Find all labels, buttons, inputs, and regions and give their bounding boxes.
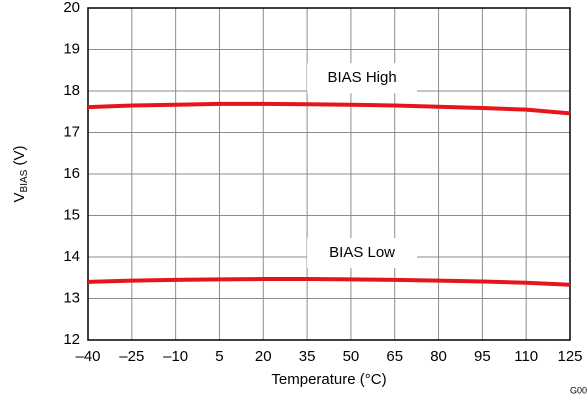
plot-frame — [87, 7, 571, 341]
x-tick-label: 65 — [386, 348, 403, 365]
y-tick-label: 15 — [63, 206, 80, 223]
y-label-sub: BIAS — [19, 169, 30, 192]
y-axis-label: VBIAS (V) — [11, 146, 30, 203]
x-tick-label: 95 — [474, 348, 491, 365]
x-tick-label: –10 — [163, 348, 188, 365]
figure-id: G00 — [570, 385, 587, 394]
data-line — [87, 101, 571, 116]
series-label: BIAS Low — [329, 244, 395, 261]
series-label: BIAS High — [327, 69, 396, 86]
y-tick-label: 18 — [63, 82, 80, 99]
series-label-box — [307, 63, 418, 94]
y-tick-label: 13 — [63, 289, 80, 306]
y-tick-label: 19 — [63, 40, 80, 57]
x-tick-label: 35 — [299, 348, 316, 365]
y-tick-label: 20 — [63, 0, 80, 16]
x-axis-label: Temperature (°C) — [271, 371, 386, 388]
y-label-unit: (V) — [11, 146, 28, 170]
data-line — [87, 276, 571, 287]
y-tick-label: 14 — [63, 248, 80, 265]
x-tick-label: –40 — [75, 348, 100, 365]
x-tick-label: 80 — [430, 348, 447, 365]
y-tick-label: 16 — [63, 165, 80, 182]
y-tick-label: 12 — [63, 331, 80, 348]
x-tick-label: 20 — [255, 348, 272, 365]
series-label-box — [307, 237, 418, 268]
x-tick-label: 125 — [557, 348, 582, 365]
x-tick-label: –25 — [119, 348, 144, 365]
x-tick-label: 5 — [215, 348, 223, 365]
y-label-main: V — [11, 192, 28, 202]
y-tick-label: 17 — [63, 123, 80, 140]
x-tick-label: 110 — [514, 348, 538, 365]
x-tick-label: 50 — [343, 348, 360, 365]
